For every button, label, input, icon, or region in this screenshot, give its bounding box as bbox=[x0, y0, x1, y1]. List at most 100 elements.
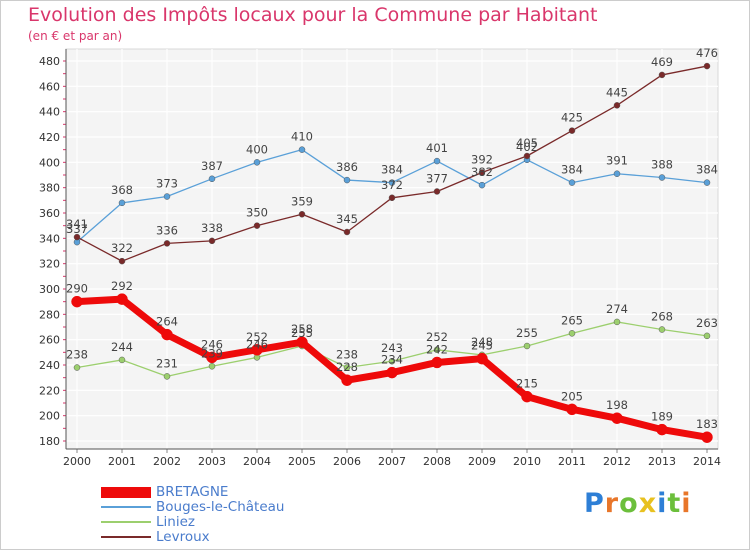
logo-letter: i bbox=[681, 488, 692, 519]
data-label-bouges-le-ch-teau: 384 bbox=[381, 163, 403, 177]
data-label-bretagne: 189 bbox=[651, 410, 673, 424]
y-tick-label: 380 bbox=[39, 182, 60, 195]
data-point-liniez bbox=[163, 373, 171, 380]
x-tick-label: 2004 bbox=[243, 455, 271, 468]
y-tick-label: 420 bbox=[39, 131, 60, 144]
y-tick-label: 460 bbox=[39, 80, 60, 93]
data-point-bouges-le-ch-teau bbox=[388, 179, 396, 186]
data-label-bouges-le-ch-teau: 387 bbox=[201, 159, 223, 173]
data-label-levroux: 341 bbox=[66, 217, 88, 231]
data-point-levroux bbox=[253, 222, 261, 229]
proxiti-logo: Proxiti bbox=[584, 488, 692, 519]
data-point-bouges-le-ch-teau bbox=[658, 174, 666, 181]
y-tick-label: 340 bbox=[39, 232, 60, 245]
data-point-levroux bbox=[163, 240, 171, 247]
data-label-liniez: 248 bbox=[471, 335, 493, 349]
data-label-liniez: 238 bbox=[336, 348, 358, 362]
legend-swatch-bretagne bbox=[101, 487, 151, 498]
data-label-bretagne: 252 bbox=[246, 330, 268, 344]
data-label-bretagne: 198 bbox=[606, 398, 628, 412]
data-label-levroux: 372 bbox=[381, 178, 403, 192]
data-label-bouges-le-ch-teau: 400 bbox=[246, 142, 268, 156]
data-point-levroux bbox=[523, 152, 531, 160]
data-label-bouges-le-ch-teau: 401 bbox=[426, 141, 448, 155]
data-point-bouges-le-ch-teau bbox=[118, 199, 126, 207]
logo-letter: t bbox=[667, 488, 682, 519]
data-point-bretagne bbox=[521, 390, 533, 403]
data-point-bretagne bbox=[296, 336, 308, 348]
data-label-bretagne: 245 bbox=[471, 339, 493, 353]
x-tick-label: 2013 bbox=[648, 455, 676, 468]
logo-letter: r bbox=[604, 488, 620, 519]
data-label-bretagne: 242 bbox=[426, 342, 448, 356]
data-label-levroux: 469 bbox=[651, 55, 673, 69]
data-point-bouges-le-ch-teau bbox=[703, 179, 711, 186]
data-label-liniez: 255 bbox=[516, 326, 538, 340]
logo-letter: o bbox=[619, 488, 639, 519]
data-label-liniez: 238 bbox=[66, 348, 88, 362]
x-tick-label: 2011 bbox=[558, 455, 586, 468]
data-label-liniez: 243 bbox=[381, 341, 403, 355]
data-label-liniez: 252 bbox=[426, 330, 448, 344]
data-point-liniez bbox=[433, 346, 441, 354]
data-label-bouges-le-ch-teau: 368 bbox=[111, 183, 133, 197]
data-point-liniez bbox=[73, 364, 81, 371]
data-label-levroux: 345 bbox=[336, 212, 358, 226]
data-point-bretagne bbox=[71, 295, 83, 308]
data-label-bouges-le-ch-teau: 386 bbox=[336, 160, 358, 174]
data-label-liniez: 263 bbox=[696, 316, 718, 330]
data-label-bouges-le-ch-teau: 384 bbox=[561, 163, 583, 177]
data-point-levroux bbox=[343, 228, 351, 236]
data-point-liniez bbox=[658, 326, 666, 333]
data-point-bretagne bbox=[566, 403, 578, 416]
y-tick-label: 220 bbox=[39, 384, 60, 397]
y-tick-label: 400 bbox=[39, 156, 60, 169]
legend-swatch-bouges bbox=[101, 506, 151, 508]
y-tick-label: 260 bbox=[39, 334, 60, 347]
data-label-levroux: 476 bbox=[696, 46, 718, 60]
data-point-liniez bbox=[703, 332, 711, 340]
data-point-liniez bbox=[523, 342, 531, 350]
data-point-levroux bbox=[433, 188, 441, 195]
data-point-bouges-le-ch-teau bbox=[298, 146, 306, 153]
data-point-bretagne bbox=[206, 351, 218, 364]
data-point-bretagne bbox=[251, 344, 263, 356]
legend-label-levroux: Levroux bbox=[156, 529, 210, 545]
y-tick-label: 480 bbox=[39, 55, 60, 68]
data-label-bretagne: 228 bbox=[336, 360, 358, 374]
data-point-bretagne bbox=[656, 423, 668, 436]
data-label-bretagne: 205 bbox=[561, 389, 583, 403]
data-point-bouges-le-ch-teau bbox=[208, 175, 216, 183]
data-point-liniez bbox=[343, 364, 351, 371]
data-label-bouges-le-ch-teau: 384 bbox=[696, 163, 718, 177]
y-tick-label: 300 bbox=[39, 283, 60, 296]
data-label-levroux: 405 bbox=[516, 136, 538, 150]
data-label-liniez: 244 bbox=[111, 340, 133, 354]
data-point-bouges-le-ch-teau bbox=[343, 176, 351, 184]
x-tick-label: 2009 bbox=[468, 455, 496, 468]
data-label-levroux: 377 bbox=[426, 171, 448, 185]
legend-label-bouges: Bouges-le-Château bbox=[156, 499, 285, 515]
data-point-liniez bbox=[208, 363, 216, 370]
x-tick-label: 2010 bbox=[513, 455, 541, 468]
data-label-bouges-le-ch-teau: 388 bbox=[651, 158, 673, 172]
data-label-bouges-le-ch-teau: 402 bbox=[516, 140, 538, 154]
data-label-liniez: 246 bbox=[246, 337, 268, 351]
data-label-bretagne: 246 bbox=[201, 337, 223, 351]
data-label-liniez: 268 bbox=[651, 310, 673, 324]
data-label-bretagne: 290 bbox=[66, 282, 88, 296]
data-point-levroux bbox=[478, 169, 486, 176]
data-label-liniez: 239 bbox=[201, 346, 223, 360]
data-point-bretagne bbox=[161, 328, 173, 341]
data-label-levroux: 445 bbox=[606, 85, 628, 99]
data-point-liniez bbox=[613, 318, 621, 326]
data-point-levroux bbox=[613, 102, 621, 109]
data-label-levroux: 359 bbox=[291, 194, 313, 208]
data-label-levroux: 425 bbox=[561, 111, 583, 125]
data-point-bretagne bbox=[341, 374, 353, 386]
y-tick-label: 240 bbox=[39, 359, 60, 372]
legend-label-liniez: Liniez bbox=[156, 514, 195, 530]
logo-letter: P bbox=[584, 488, 605, 519]
